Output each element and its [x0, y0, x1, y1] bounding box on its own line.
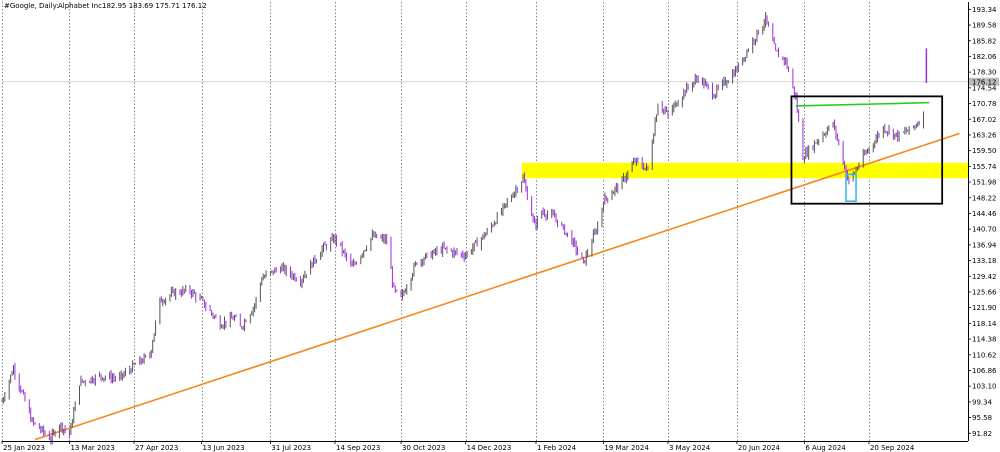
x-tick-label-7: 14 Dec 2023: [467, 444, 512, 452]
y-tick-label-9: 159.50: [972, 147, 997, 155]
x-tick-label-5: 14 Sep 2023: [336, 444, 380, 452]
resistance-line: [795, 101, 930, 107]
x-tick-label-3: 13 Jun 2023: [203, 444, 245, 452]
header-ohlc: 182.95 183.69 175.71 176.12: [102, 2, 207, 10]
y-tick-label-21: 114.38: [972, 336, 997, 344]
x-tick-label-0: 25 Jan 2023: [3, 444, 45, 452]
support-zone: [521, 162, 968, 179]
y-tick-label-4: 178.30: [972, 69, 997, 77]
y-tick-label-23: 106.86: [972, 367, 997, 375]
header-name: Alphabet Inc.: [58, 2, 104, 10]
x-tick-label-6: 30 Oct 2023: [402, 444, 445, 452]
y-tick-label-0: 193.34: [972, 6, 997, 14]
boxes-layer: [790, 95, 944, 205]
x-tick-label-8: 1 Feb 2024: [537, 444, 577, 452]
x-tick-label-12: 6 Aug 2024: [805, 444, 846, 452]
grid: [2, 2, 968, 441]
x-tick-label-2: 27 Apr 2023: [135, 444, 178, 452]
y-tick-label-26: 95.58: [972, 414, 992, 422]
y-tick-label-5: 174.54: [972, 84, 997, 92]
x-tick-label-9: 19 Mar 2024: [604, 444, 649, 452]
last-price-tag: [969, 77, 999, 86]
y-tick-label-12: 148.22: [972, 194, 997, 202]
last-price-label: 176.12: [972, 78, 997, 86]
y-tick-label-22: 110.62: [972, 351, 997, 359]
y-tick-label-24: 103.10: [972, 383, 997, 391]
highlight-box: [845, 173, 857, 202]
y-tick-label-11: 151.98: [972, 179, 997, 187]
trendline: [34, 132, 960, 441]
y-tick-label-6: 170.78: [972, 100, 997, 108]
y-tick-label-17: 129.42: [972, 273, 997, 281]
y-tick-label-2: 185.82: [972, 37, 997, 45]
x-tick-label-13: 20 Sep 2024: [870, 444, 915, 452]
y-tick-label-20: 118.14: [972, 320, 997, 328]
x-tick-label-4: 31 Jul 2023: [271, 444, 311, 452]
y-tick-label-7: 167.02: [972, 116, 997, 124]
y-tick-label-1: 189.58: [972, 22, 997, 30]
x-tick-label-11: 20 Jun 2024: [738, 444, 781, 452]
y-tick-label-25: 99.34: [972, 398, 993, 406]
y-tick-label-8: 163.26: [972, 131, 997, 139]
y-tick-label-18: 125.66: [972, 288, 997, 296]
y-tick-label-3: 182.06: [972, 53, 997, 61]
y-tick-label-27: 91.82: [972, 430, 992, 438]
support-zone-layer: [521, 162, 968, 179]
header-symbol: #Google, Daily:: [4, 2, 59, 10]
x-tick-label-10: 3 May 2024: [669, 444, 711, 452]
y-tick-label-16: 133.18: [972, 257, 997, 265]
y-tick-label-19: 121.90: [972, 304, 997, 312]
y-tick-label-10: 155.74: [972, 163, 997, 171]
x-tick-label-1: 13 Mar 2023: [70, 444, 114, 452]
consolidation-box: [790, 95, 944, 205]
y-tick-label-13: 144.46: [972, 210, 997, 218]
y-tick-label-14: 140.70: [972, 226, 997, 234]
trendline-layer: [34, 132, 960, 441]
y-tick-label-15: 136.94: [972, 241, 997, 249]
candles-layer: [1, 12, 928, 445]
